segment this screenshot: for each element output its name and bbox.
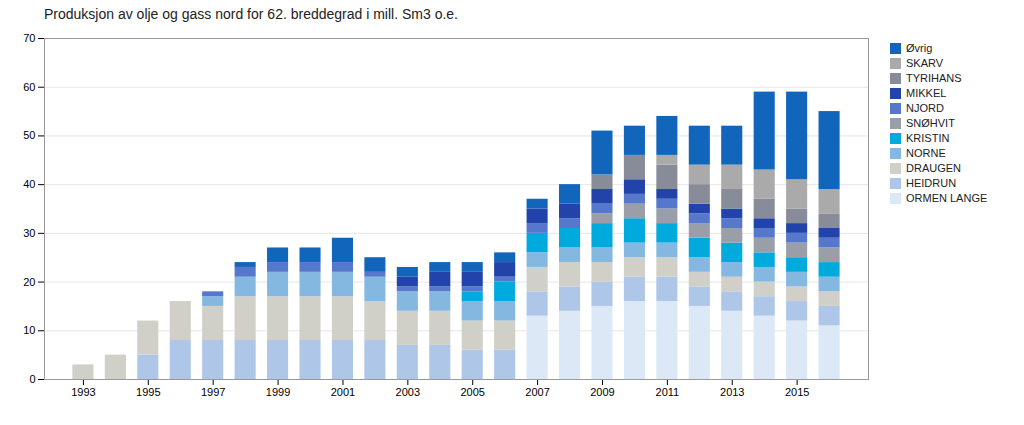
svg-text:20: 20 [23,276,35,288]
svg-text:2001: 2001 [331,386,355,398]
html-text:Øvrig: Øvrig [906,42,933,54]
svg-text:1997: 1997 [201,386,225,398]
svg-text:70: 70 [23,32,35,44]
svg-text:50: 50 [23,129,35,141]
svg-text:1995: 1995 [136,386,160,398]
svg-text:2011: 2011 [656,386,680,398]
html-text:NJORD: NJORD [906,102,944,114]
svg-text:2013: 2013 [720,386,744,398]
html-text:ORMEN LANGE: ORMEN LANGE [906,192,988,204]
html-text:SKARV: SKARV [906,57,944,69]
html-text:KRISTIN: KRISTIN [906,132,950,144]
html-text:TYRIHANS: TYRIHANS [906,72,962,84]
html-text:Produksjon av olje og gass nor: Produksjon av olje og gass nord for 62. … [44,6,458,22]
html-text:NORNE: NORNE [906,147,946,159]
svg-text:2015: 2015 [785,386,809,398]
svg-text:30: 30 [23,227,35,239]
svg-text:2005: 2005 [460,386,484,398]
svg-text:1999: 1999 [266,386,290,398]
svg-text:2003: 2003 [396,386,420,398]
svg-text:2007: 2007 [525,386,549,398]
svg-text:10: 10 [23,324,35,336]
svg-text:1993: 1993 [71,386,95,398]
svg-text:60: 60 [23,81,35,93]
html-text:HEIDRUN: HEIDRUN [906,177,957,189]
html-text:SNØHVIT: SNØHVIT [906,117,955,129]
html-text:DRAUGEN: DRAUGEN [906,162,961,174]
html-text:MIKKEL: MIKKEL [906,87,947,99]
svg-text:2009: 2009 [590,386,614,398]
svg-text:0: 0 [29,373,35,385]
svg-text:40: 40 [23,178,35,190]
